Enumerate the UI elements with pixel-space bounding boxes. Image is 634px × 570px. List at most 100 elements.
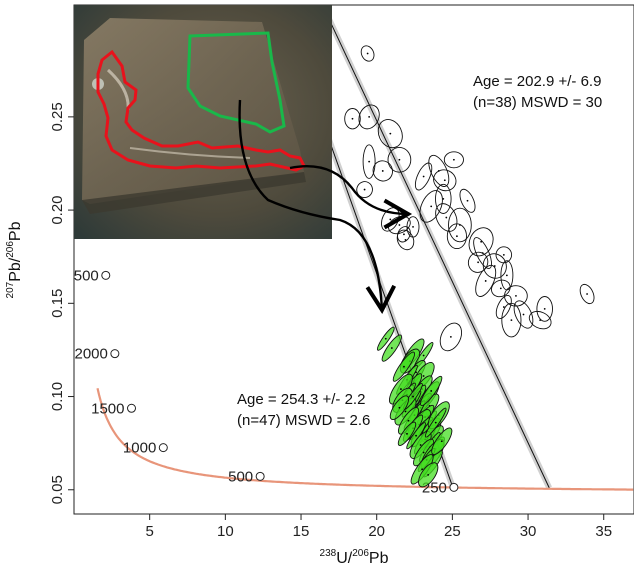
ellipse-shape [362,144,376,179]
ellipse-center [406,432,408,435]
ellipse-shape [475,264,497,297]
ellipse-shape [579,283,595,305]
annotation-white-n-mswd: (n=38) MSWD = 30 [473,94,602,111]
y-tick-label-3: 0.20 [49,195,66,224]
ellipse-center [430,390,433,392]
ellipse-center [398,224,401,226]
annotation-green-age: Age = 254.3 +/- 2.2 [237,391,365,408]
ellipse-shape [446,223,467,250]
ellipse-shape [513,300,534,329]
annotation-white-age: Age = 202.9 +/- 6.9 [473,73,601,90]
plot-frame [73,4,634,515]
green-ellipse-42 [389,395,410,421]
ellipse-center [434,421,437,424]
ellipse-center [398,158,401,161]
ellipse-center [543,308,546,310]
arrow-to-green-group [238,99,397,315]
white-ellipse-5 [356,181,373,199]
ellipse-shape [501,302,522,338]
white-ellipse-38 [439,322,463,352]
arrow-to-white-group [289,165,413,230]
white-ellipse-29 [475,264,497,297]
green-ellipse-5 [392,351,416,382]
concordia-curve [96,387,634,491]
ellipse-center [510,319,513,321]
white-ellipse-13 [435,183,452,214]
green-ellipse-0 [376,326,395,351]
white-ellipse-22 [446,223,467,250]
ellipse-center [480,240,483,243]
ellipse-shape [468,227,494,257]
y-tick-label-0: 0.05 [49,475,66,504]
ellipse-center [502,253,505,256]
age-marker-250 [449,482,459,492]
ellipse-center [452,158,455,161]
ellipse-center [421,468,424,471]
green-ellipse-45 [397,421,417,446]
ellipse-center [412,395,414,398]
green-ellipse-1 [381,334,402,362]
ellipse-center [389,218,392,221]
ellipse-shape [448,207,472,243]
age-marker-1500 [127,403,137,413]
ellipse-shape [435,203,458,232]
ellipse-center [368,160,371,163]
ellipse-center [419,444,422,446]
age-marker-500 [101,270,111,280]
white-ellipse-32 [495,295,512,319]
y-axis-title: 207Pb/206Pb [5,221,24,298]
green-ellipse-39 [418,462,439,488]
ellipse-center [403,233,405,236]
ellipse-center [403,365,405,368]
x-tick-label-30: 30 [520,523,537,540]
age-marker-label-1: 500 [228,468,253,485]
age-marker-label-5: 500 [74,267,99,284]
ellipse-center [515,294,517,297]
ellipse-center [477,261,480,264]
white-ellipse-4 [362,144,376,179]
ellipse-shape [467,251,489,273]
white-ellipse-33 [513,300,534,329]
white-ellipse-34 [501,302,522,338]
y-tick-label-2: 0.15 [49,289,66,318]
ellipse-center [502,306,505,308]
ellipse-center [440,440,443,443]
white-ellipse-23 [468,227,494,257]
ellipse-shape [387,146,412,173]
green-ellipse-44 [424,407,447,438]
ellipse-center [398,406,401,409]
ellipse-shape [495,295,512,319]
ellipse-center [390,347,393,349]
x-tick-label-20: 20 [368,523,385,540]
white-ellipse-14 [419,190,443,223]
white-ellipse-11 [433,169,457,192]
ellipse-center [407,419,410,422]
ellipse-center [422,375,425,377]
x-tick-label-15: 15 [293,523,310,540]
white-ellipse-2 [358,104,380,130]
ellipse-center [366,52,369,55]
annotation-green-n-mswd: (n=47) MSWD = 2.6 [237,412,370,429]
ellipse-shape [536,296,553,322]
ellipse-shape [439,322,463,352]
ellipse-center [445,216,448,219]
ellipse-center [400,388,402,390]
white-ellipse-3 [377,119,403,149]
inset-green-outline [186,31,286,134]
ellipse-center [381,170,384,172]
white-ellipse-1 [344,108,361,130]
y-tick-label-1: 0.10 [49,382,66,411]
ellipse-center [368,115,371,118]
ellipse-center [422,354,425,357]
age-marker-1000 [158,443,168,453]
ellipse-shape [459,188,476,213]
ellipse-center [499,287,502,290]
ellipse-center [404,239,407,241]
age-marker-label-4: 2000 [74,346,107,363]
white-ellipse-6 [372,160,393,182]
ellipse-center [586,293,588,295]
x-tick-label-5: 5 [146,523,154,540]
x-tick-label-25: 25 [444,523,461,540]
